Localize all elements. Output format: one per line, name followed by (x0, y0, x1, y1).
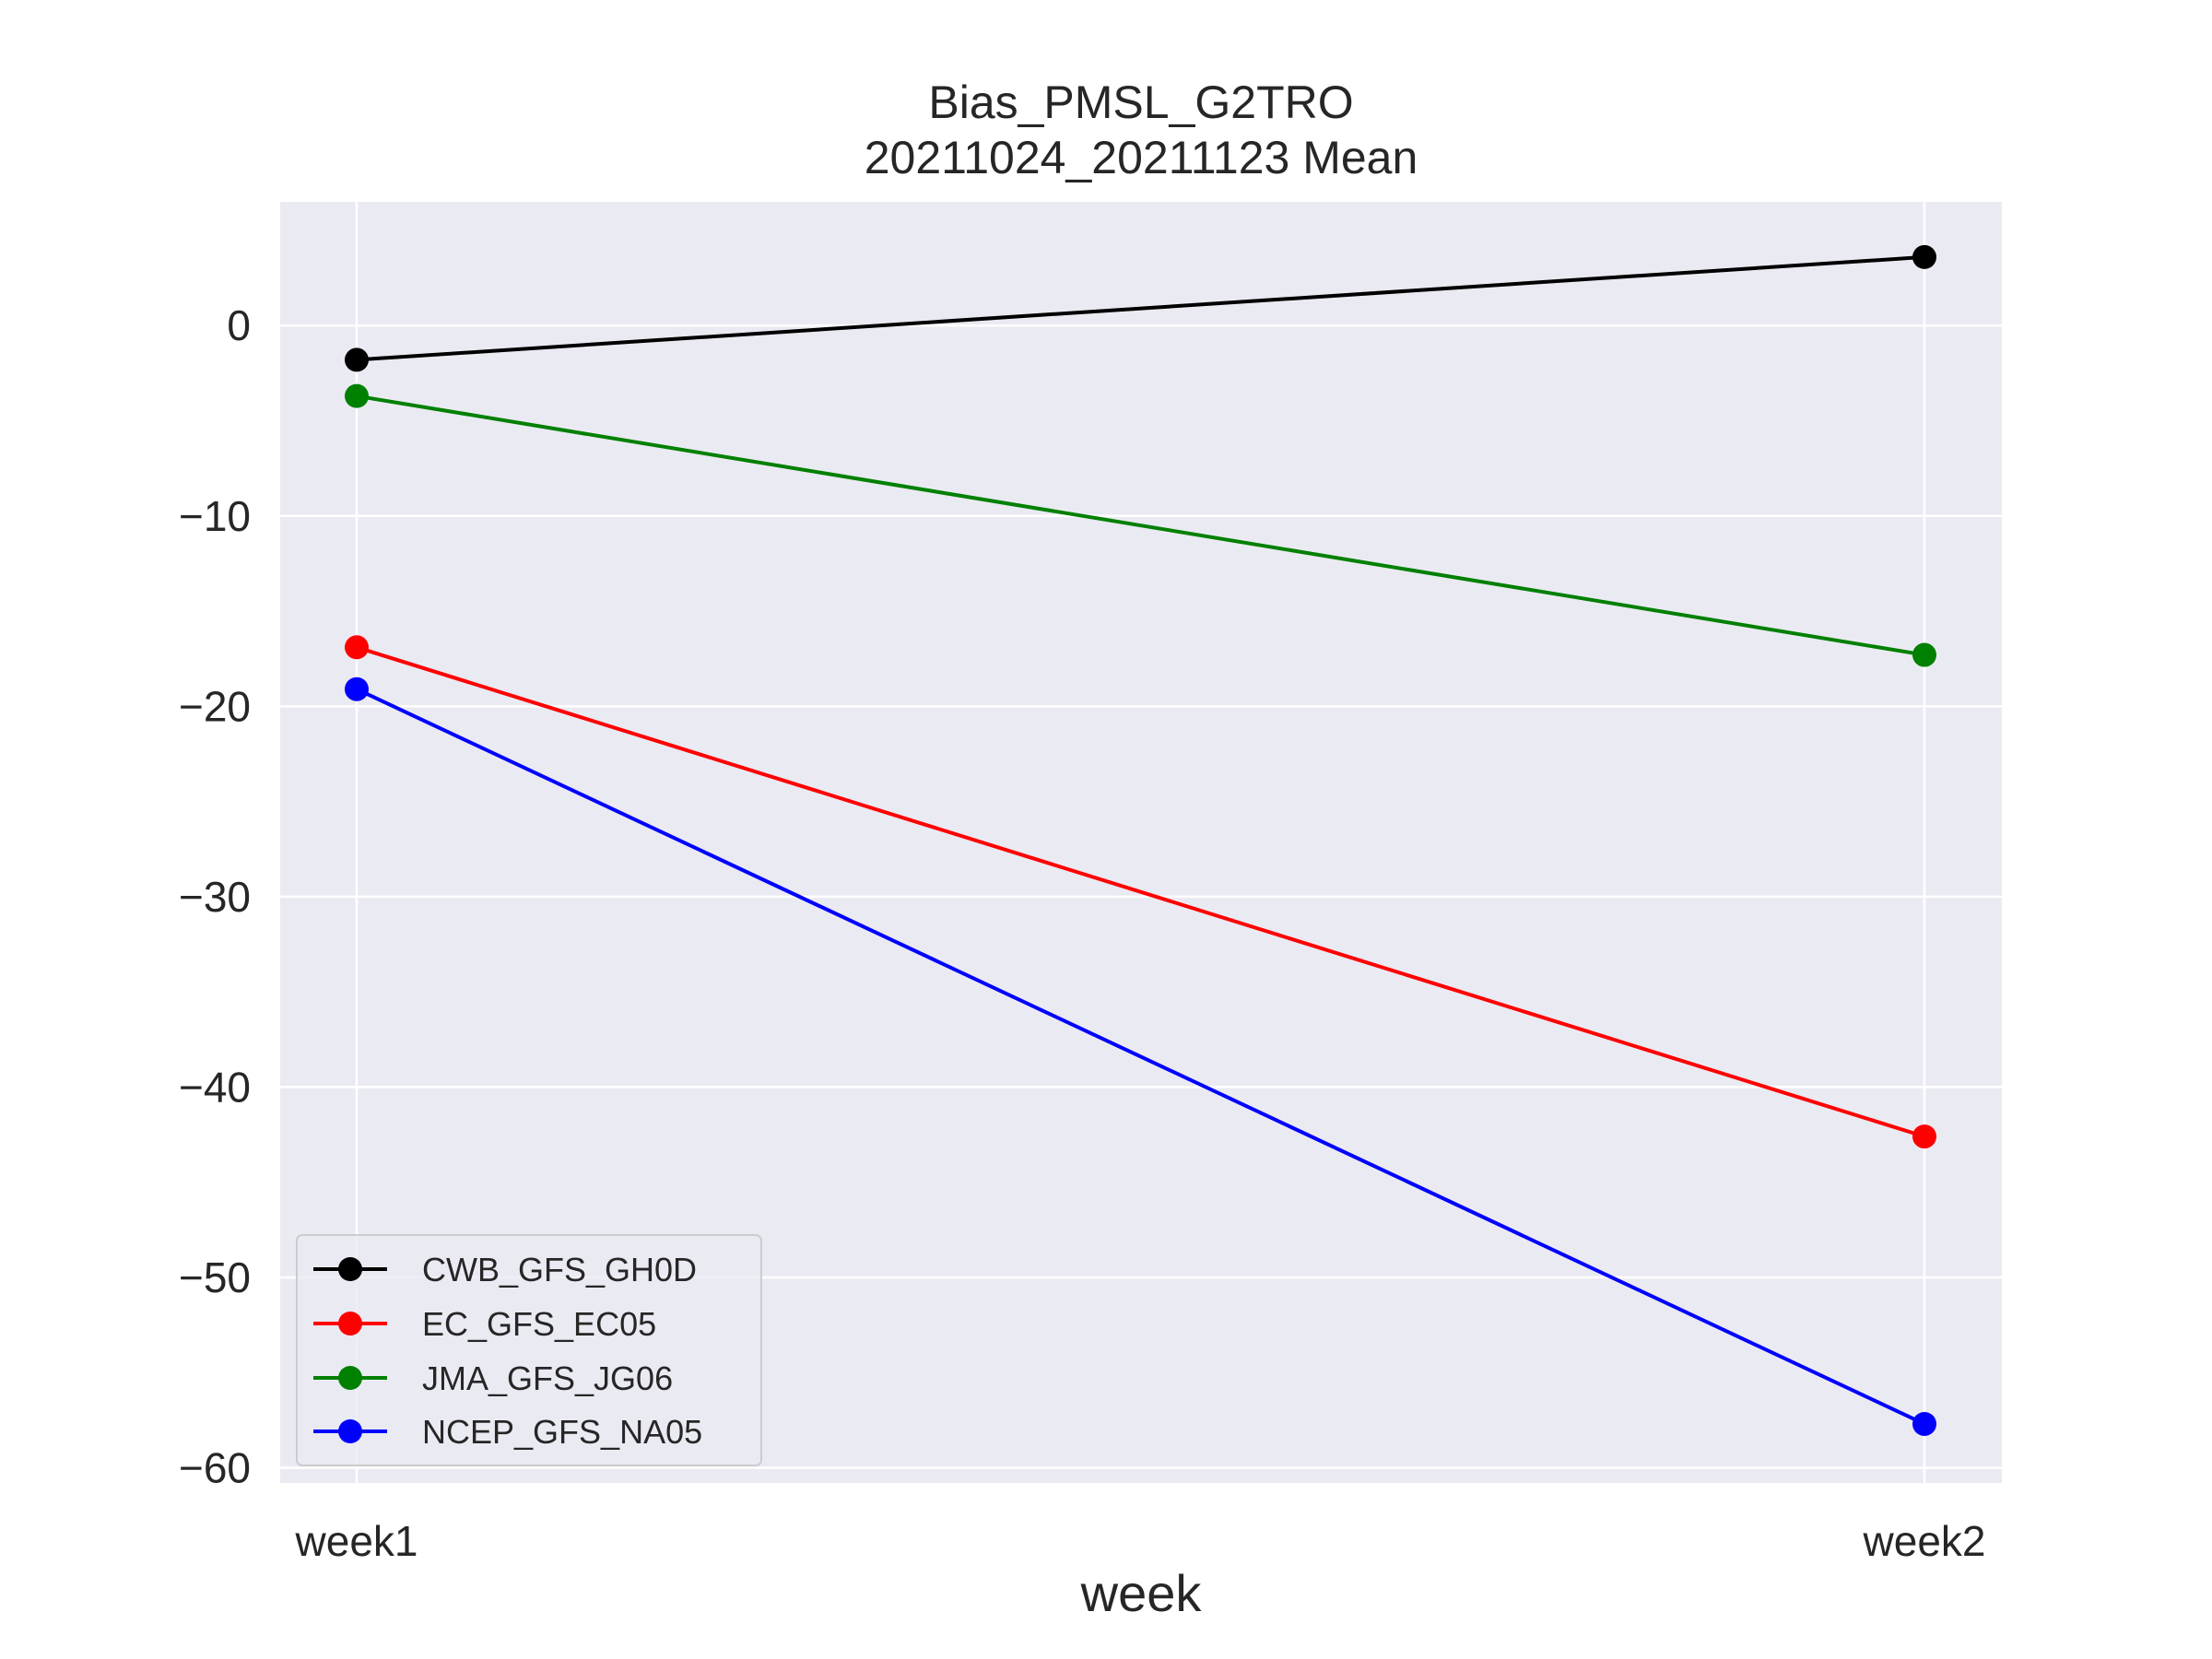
series-line (356, 254, 1925, 362)
legend-label: JMA_GFS_JG06 (422, 1359, 673, 1397)
data-point (1912, 1124, 1936, 1149)
x-axis-label: week (1080, 1564, 1203, 1622)
y-tick-label: −60 (179, 1443, 251, 1491)
y-tick-label: −40 (179, 1063, 251, 1111)
chart-title: Bias_PMSL_G2TRO (928, 76, 1353, 128)
y-axis-ticks: 0 −10 −20 −30 −40 −50 −60 (179, 301, 251, 1491)
x-axis-ticks: week1 week2 (295, 1517, 1986, 1565)
data-point (1912, 244, 1936, 269)
data-point (1912, 642, 1936, 667)
legend-label: EC_GFS_EC05 (422, 1305, 656, 1343)
data-point (345, 635, 369, 660)
series-line (356, 687, 1925, 1426)
legend-marker (338, 1257, 362, 1281)
legend-marker (338, 1419, 362, 1443)
y-tick-label: −50 (179, 1253, 251, 1301)
legend-label: CWB_GFS_GH0D (422, 1251, 697, 1288)
legend-marker (338, 1312, 362, 1335)
y-tick-label: −30 (179, 873, 251, 921)
chart-subtitle: 20211024_20211123 Mean (865, 132, 1418, 183)
series-line (356, 645, 1925, 1139)
legend: CWB_GFS_GH0D EC_GFS_EC05 JMA_GFS_JG06 NCEP_… (296, 1234, 762, 1466)
data-point (345, 347, 369, 372)
x-tick-label: week2 (1863, 1517, 1986, 1565)
data-point (1912, 1411, 1936, 1436)
y-tick-label: 0 (227, 301, 251, 349)
y-tick-label: −10 (179, 492, 251, 540)
x-tick-label: week1 (295, 1517, 418, 1565)
data-point (345, 677, 369, 701)
legend-label: NCEP_GFS_NA05 (422, 1413, 702, 1451)
series-layer (345, 244, 1936, 1436)
legend-box (296, 1234, 762, 1466)
data-point (345, 383, 369, 408)
legend-marker (338, 1366, 362, 1390)
series-line (356, 394, 1925, 657)
y-tick-label: −20 (179, 682, 251, 730)
